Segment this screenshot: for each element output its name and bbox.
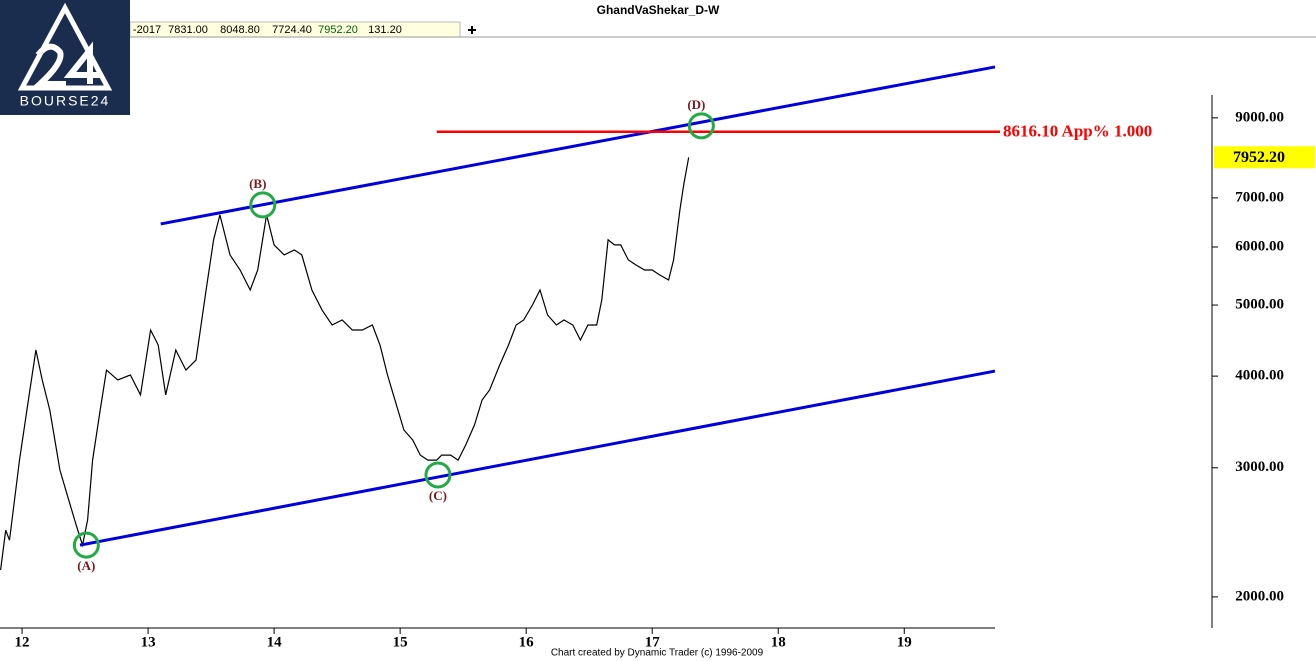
toolbar-field: 7831.00: [168, 24, 208, 36]
wave-point: [72, 531, 100, 559]
x-tick-label: 18: [771, 634, 786, 650]
x-tick-label: 16: [519, 634, 535, 650]
toolbar-field: 7952.20: [318, 24, 358, 36]
y-tick-label: 7000.00: [1235, 189, 1284, 205]
x-tick-label: 19: [897, 634, 912, 650]
wave-label: (A): [77, 558, 95, 573]
wave-label: (C): [429, 488, 447, 503]
add-button[interactable]: [468, 26, 476, 34]
wave-point: [424, 461, 452, 489]
wave-point: [687, 112, 715, 140]
x-tick-label: 15: [393, 634, 408, 650]
chart-title: GhandVaShekar_D-W: [597, 3, 720, 17]
wave-label: (D): [687, 97, 705, 112]
channel-line: [160, 65, 996, 226]
x-tick-label: 13: [141, 634, 156, 650]
toolbar-field: 8048.80: [220, 24, 260, 36]
logo-text: BOURSE24: [20, 93, 111, 109]
y-tick-label: 9000.00: [1235, 109, 1284, 125]
logo: BOURSE24: [0, 0, 130, 115]
x-tick-label: 14: [267, 634, 283, 650]
x-tick-label: 12: [15, 634, 30, 650]
target-label: 8616.10 App% 1.000: [1003, 122, 1152, 141]
toolbar-field: -2017: [133, 24, 161, 36]
toolbar-field: 131.20: [368, 24, 402, 36]
y-tick-label: 2000.00: [1235, 588, 1284, 604]
y-tick-label: 3000.00: [1235, 459, 1284, 475]
y-tick-label: 4000.00: [1235, 368, 1284, 384]
x-tick-label: 17: [645, 634, 661, 650]
price-line: [0, 157, 690, 571]
footer: Chart created by Dynamic Trader (c) 1996…: [551, 648, 764, 659]
channel-line: [79, 369, 996, 547]
wave-label: (B): [249, 176, 266, 191]
wave-point: [249, 191, 277, 219]
y-tick-label: 5000.00: [1235, 296, 1284, 312]
last-price-label: 7952.20: [1233, 149, 1285, 166]
last-price-box: [1214, 146, 1315, 169]
y-tick-label: 6000.00: [1235, 238, 1284, 254]
toolbar-field: 7724.40: [272, 24, 312, 36]
